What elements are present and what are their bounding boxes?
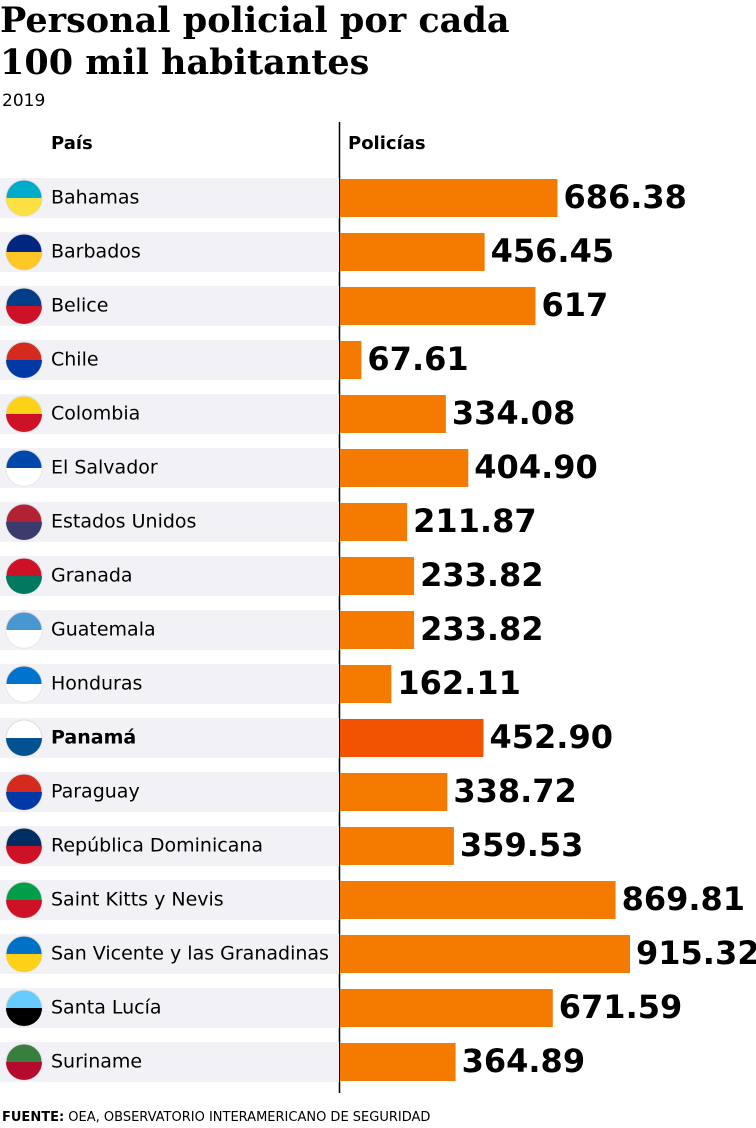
source: FUENTE: OEA, OBSERVATORIO INTERAMERICANO…	[2, 1110, 430, 1125]
row-background	[0, 718, 339, 758]
value-label: 617	[541, 286, 608, 324]
flag-detail	[6, 522, 42, 540]
category-label: Saint Kitts y Nevis	[51, 889, 224, 911]
row-background	[0, 502, 339, 542]
row-background	[0, 448, 339, 488]
bar	[340, 449, 469, 487]
category-label: Paraguay	[51, 781, 140, 803]
bar	[340, 287, 536, 325]
flag-detail	[6, 1062, 42, 1080]
row-background	[0, 340, 339, 380]
title-line: 100 mil habitantes	[0, 42, 369, 83]
category-label: Granada	[51, 565, 133, 587]
category-label: San Vicente y las Granadinas	[51, 943, 329, 965]
value-label: 686.38	[563, 178, 686, 216]
bar	[340, 395, 446, 433]
flag-detail	[6, 792, 42, 810]
category-label: Suriname	[51, 1051, 142, 1073]
flag-detail	[6, 414, 42, 432]
category-label: República Dominicana	[51, 835, 263, 857]
bar	[340, 1043, 456, 1081]
bar	[340, 827, 454, 865]
value-label: 671.59	[559, 988, 682, 1026]
value-label: 456.45	[491, 232, 614, 270]
row-background	[0, 556, 339, 596]
category-label: Belice	[51, 295, 108, 317]
value-label: 211.87	[413, 502, 536, 540]
flag-detail	[6, 900, 42, 918]
flag-detail	[6, 684, 42, 702]
bar	[340, 179, 558, 217]
value-label: 338.72	[453, 772, 576, 810]
flag-detail	[6, 1008, 42, 1026]
flag-detail	[6, 630, 42, 648]
value-label: 915.32	[636, 934, 756, 972]
row-background	[0, 664, 339, 704]
row-background	[0, 826, 339, 866]
row-background	[0, 178, 339, 218]
value-label: 452.90	[489, 718, 612, 756]
value-label: 334.08	[452, 394, 575, 432]
bar	[340, 935, 630, 973]
value-label: 364.89	[462, 1042, 585, 1080]
row-background	[0, 880, 339, 920]
category-label: Santa Lucía	[51, 997, 162, 1019]
value-label: 162.11	[397, 664, 520, 702]
flag-detail	[6, 954, 42, 972]
flag-detail	[6, 576, 42, 594]
bar	[340, 881, 616, 919]
category-label: Colombia	[51, 403, 140, 425]
flag-detail	[6, 468, 42, 486]
bar	[340, 773, 448, 811]
value-label: 67.61	[367, 340, 468, 378]
bar	[340, 611, 415, 649]
bar	[340, 503, 408, 541]
category-label: Honduras	[51, 673, 142, 695]
chart-title: Personal policial por cada 100 mil habita…	[0, 0, 510, 83]
bar	[340, 557, 415, 595]
flag-detail	[6, 252, 42, 270]
category-label: Barbados	[51, 241, 141, 263]
source-label: FUENTE:	[2, 1110, 64, 1125]
category-label: El Salvador	[51, 457, 158, 479]
value-label: 233.82	[420, 610, 543, 648]
value-label: 359.53	[460, 826, 583, 864]
bar	[340, 341, 362, 379]
row-background	[0, 934, 339, 974]
flag-detail	[6, 198, 42, 216]
value-label: 404.90	[474, 448, 597, 486]
value-label: 869.81	[622, 880, 745, 918]
subtitle: 2019	[2, 91, 45, 111]
row-background	[0, 772, 339, 812]
bar	[340, 719, 484, 757]
bar	[340, 233, 485, 271]
source-text: OEA, OBSERVATORIO INTERAMERICANO DE SEGU…	[68, 1110, 430, 1125]
category-label: Bahamas	[51, 187, 139, 209]
bar	[340, 665, 392, 703]
value-label: 233.82	[420, 556, 543, 594]
row-background	[0, 988, 339, 1028]
row-background	[0, 1042, 339, 1082]
row-background	[0, 232, 339, 272]
bar	[340, 989, 553, 1027]
flag-detail	[6, 846, 42, 864]
row-background	[0, 394, 339, 434]
value-header: Policías	[348, 133, 426, 154]
row-background	[0, 610, 339, 650]
row-background	[0, 286, 339, 326]
category-label: Panamá	[51, 727, 136, 749]
category-label: Guatemala	[51, 619, 156, 641]
category-label: Chile	[51, 349, 99, 371]
flag-detail	[6, 306, 42, 324]
flag-detail	[6, 360, 42, 378]
category-header: País	[51, 133, 93, 154]
title-line: Personal policial por cada	[0, 0, 510, 41]
category-label: Estados Unidos	[51, 511, 196, 533]
flag-detail	[6, 738, 42, 756]
